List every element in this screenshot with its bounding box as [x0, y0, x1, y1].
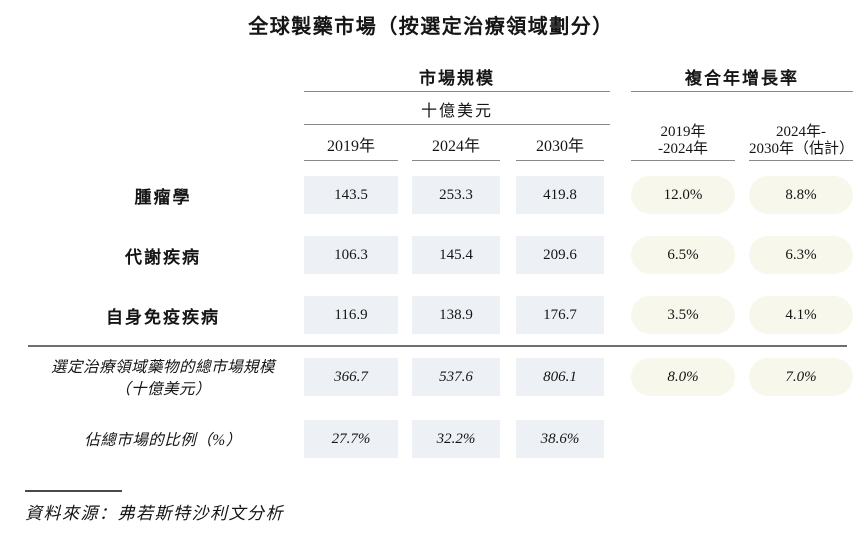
- total-separator-rule: [28, 345, 847, 347]
- value-cell: 32.2%: [412, 420, 500, 458]
- market-size-header-rule: [304, 91, 610, 92]
- cagr-col1-line1: 2019年: [660, 124, 706, 140]
- column-rule-cagr1: [631, 160, 735, 161]
- cagr-cell: 8.8%: [749, 176, 853, 214]
- cagr-cell: 12.0%: [631, 176, 735, 214]
- cagr-col2-line2: 2030年（估計）: [749, 141, 855, 157]
- value-cell: 38.6%: [516, 420, 604, 458]
- cagr-cell: 6.5%: [631, 236, 735, 274]
- cagr-cell: 7.0%: [749, 358, 853, 396]
- cagr-col2-line1: 2024年-: [776, 124, 826, 140]
- value-cell: 143.5: [304, 176, 398, 214]
- cagr-col1-line2: -2024年: [658, 141, 708, 157]
- value-cell: 138.9: [412, 296, 500, 334]
- cagr-cell: 4.1%: [749, 296, 853, 334]
- value-cell: 806.1: [516, 358, 604, 396]
- cagr-cell: 6.3%: [749, 236, 853, 274]
- source-note: 資料來源：弗若斯特沙利文分析: [25, 504, 284, 523]
- value-cell: 176.7: [516, 296, 604, 334]
- column-rule-2024: [412, 160, 500, 161]
- row-label-autoimmune: 自身免疫疾病: [106, 307, 220, 327]
- value-cell: 419.8: [516, 176, 604, 214]
- value-cell: 106.3: [304, 236, 398, 274]
- page-title: 全球製藥市場（按選定治療領域劃分）: [248, 16, 614, 38]
- cagr-header-rule: [631, 91, 853, 92]
- market-size-group-header: 市場規模: [419, 68, 495, 88]
- column-rule-2030: [516, 160, 604, 161]
- column-header-cagr-2019-2024: 2019年 -2024年: [631, 124, 735, 158]
- column-rule-2019: [304, 160, 398, 161]
- value-cell: 253.3: [412, 176, 500, 214]
- row-label-metabolic: 代謝疾病: [125, 247, 201, 267]
- column-header-2030: 2030年: [535, 138, 584, 155]
- cagr-cell: 3.5%: [631, 296, 735, 334]
- value-cell: 116.9: [304, 296, 398, 334]
- unit-subheader: 十億美元: [420, 103, 493, 120]
- value-cell: 209.6: [516, 236, 604, 274]
- unit-subheader-rule: [304, 124, 610, 125]
- value-cell: 145.4: [412, 236, 500, 274]
- row-label-share-of-total: 佔總市場的比例（%）: [84, 432, 242, 449]
- row-label-total-market: 選定治療領域藥物的總市場規模 （十億美元）: [25, 354, 301, 400]
- source-rule: [25, 490, 122, 492]
- column-header-2019: 2019年: [326, 138, 375, 155]
- column-header-2024: 2024年: [431, 138, 480, 155]
- row-label-oncology: 腫瘤學: [134, 187, 192, 207]
- total-label-line2: （十億美元）: [114, 381, 211, 398]
- value-cell: 27.7%: [304, 420, 398, 458]
- total-label-line1: 選定治療領域藥物的總市場規模: [50, 359, 275, 376]
- column-rule-cagr2: [749, 160, 853, 161]
- value-cell: 366.7: [304, 358, 398, 396]
- column-header-cagr-2024-2030: 2024年- 2030年（估計）: [749, 124, 855, 158]
- cagr-cell: 8.0%: [631, 358, 735, 396]
- cagr-group-header: 複合年增長率: [685, 68, 799, 88]
- value-cell: 537.6: [412, 358, 500, 396]
